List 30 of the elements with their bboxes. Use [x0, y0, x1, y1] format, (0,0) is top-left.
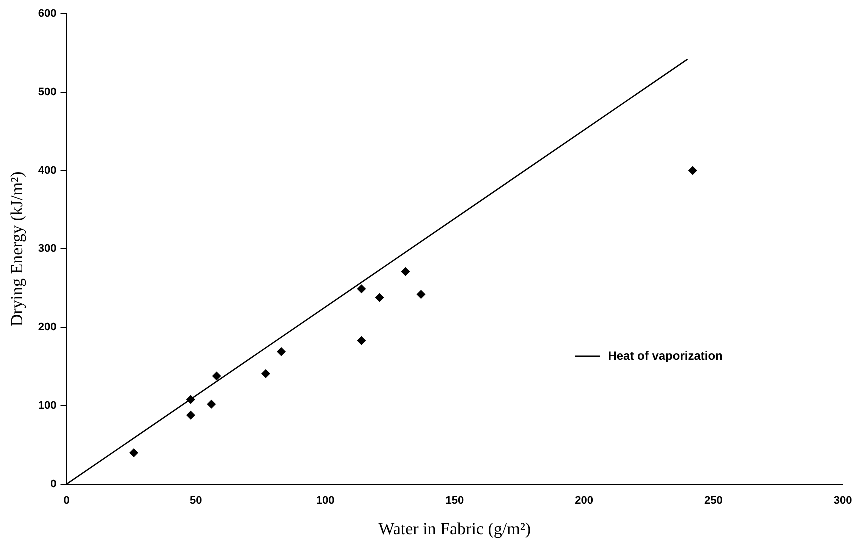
point — [130, 448, 139, 458]
x-tick-label: 200 — [575, 495, 594, 508]
y-tick-label: 0 — [50, 478, 57, 490]
y-tick-label: 600 — [38, 8, 57, 20]
point — [186, 410, 196, 420]
point — [688, 166, 698, 176]
x-tick-label: 150 — [446, 495, 464, 508]
point — [357, 284, 366, 294]
y-axis-title: Drying Energy (kJ/m²) — [8, 172, 27, 327]
y-tick-label: 100 — [38, 400, 57, 412]
y-tick-label: 400 — [38, 164, 57, 177]
y-tick-label: 200 — [38, 322, 57, 334]
point — [207, 400, 216, 409]
point — [261, 369, 270, 378]
point — [375, 293, 384, 302]
point — [277, 347, 286, 356]
legend-label: Heat of vaporization — [608, 348, 723, 363]
point — [357, 336, 366, 346]
point — [401, 267, 410, 276]
x-tick-label: 300 — [834, 495, 852, 508]
x-tick-label: 50 — [190, 495, 202, 508]
y-tick-label: 500 — [38, 86, 57, 98]
x-tick-label: 0 — [64, 495, 70, 508]
point — [212, 372, 222, 381]
y-tick-label: 300 — [38, 243, 57, 256]
x-tick-label: 100 — [316, 495, 335, 508]
point — [416, 290, 426, 300]
point — [186, 395, 196, 404]
x-axis-title: Water in Fabric (g/m²) — [378, 519, 532, 538]
x-tick-label: 250 — [704, 495, 723, 508]
